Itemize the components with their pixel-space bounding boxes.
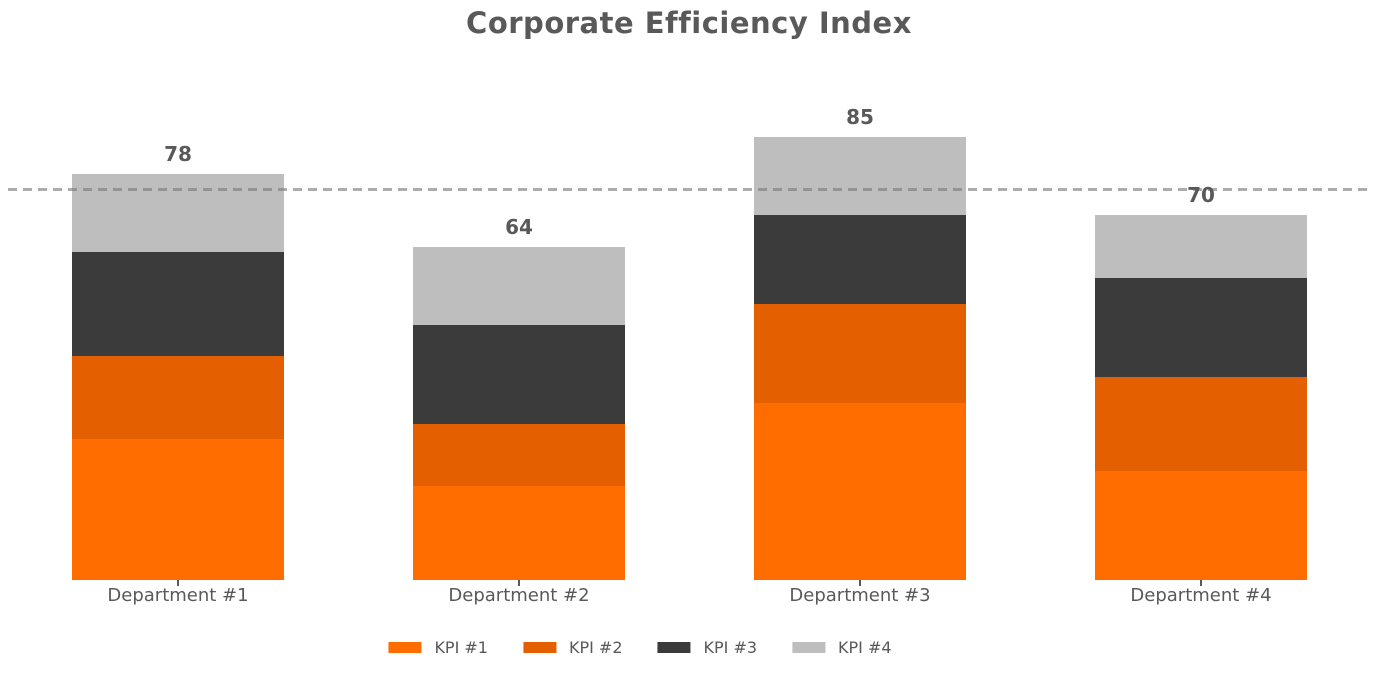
bar-segment-kpi-4-dept-4 xyxy=(1095,215,1307,278)
x-axis-label: Department #3 xyxy=(789,585,931,606)
bar-total-label: 64 xyxy=(505,214,533,239)
bar-segment-kpi-2-dept-2 xyxy=(413,423,625,487)
legend-swatch-icon xyxy=(522,641,556,653)
bar-segment-kpi-4-dept-2 xyxy=(413,246,625,325)
bar-total-label: 70 xyxy=(1187,183,1215,208)
legend-label: KPI #3 xyxy=(703,637,758,657)
bar-segment-kpi-3-dept-1 xyxy=(72,251,284,356)
legend-item-kpi-2: KPI #2 xyxy=(522,637,623,657)
legend-swatch-icon xyxy=(792,641,826,653)
legend-swatch-icon xyxy=(388,641,422,653)
bar-total-label: 85 xyxy=(846,105,874,130)
bar-segment-kpi-1-dept-2 xyxy=(413,486,625,580)
x-axis-label: Department #1 xyxy=(107,585,249,606)
legend-label: KPI #2 xyxy=(568,637,623,657)
legend-item-kpi-3: KPI #3 xyxy=(657,637,758,657)
x-axis-tick xyxy=(1200,580,1202,586)
legend-item-kpi-4: KPI #4 xyxy=(792,638,892,657)
plot-area: 78 Department #1 64 Department #2 85 Departme… xyxy=(8,105,1370,606)
legend-item-kpi-1: KPI #1 xyxy=(388,638,488,657)
bar-segment-kpi-2-dept-1 xyxy=(72,355,284,440)
x-axis-tick xyxy=(859,580,861,586)
bar-segment-kpi-2-dept-4 xyxy=(1095,376,1307,471)
bar-segment-kpi-1-dept-3 xyxy=(754,402,966,580)
chart-title: Corporate Efficiency Index xyxy=(466,6,912,40)
bar-segment-kpi-4-dept-3 xyxy=(754,137,966,216)
x-axis-label: Department #2 xyxy=(448,585,590,606)
bar-segment-kpi-3-dept-3 xyxy=(754,215,966,304)
x-axis-tick xyxy=(518,580,520,586)
legend-swatch-icon xyxy=(657,641,691,653)
bar-segment-kpi-3-dept-2 xyxy=(413,324,625,424)
x-axis-label: Department #4 xyxy=(1130,585,1272,606)
x-axis-tick xyxy=(177,580,179,586)
bar-segment-kpi-2-dept-3 xyxy=(754,303,966,403)
bar-segment-kpi-4-dept-1 xyxy=(72,173,284,252)
bar-segment-kpi-1-dept-1 xyxy=(72,439,284,580)
target-reference-dashed-line xyxy=(8,188,1370,191)
bar-segment-kpi-1-dept-4 xyxy=(1095,470,1307,580)
legend-label: KPI #4 xyxy=(838,637,892,657)
legend: KPI #1 KPI #2 KPI #3 KPI #4 xyxy=(388,636,892,658)
bar-segment-kpi-3-dept-4 xyxy=(1095,277,1307,377)
bar-total-label: 78 xyxy=(164,141,192,166)
legend-label: KPI #1 xyxy=(434,637,488,657)
